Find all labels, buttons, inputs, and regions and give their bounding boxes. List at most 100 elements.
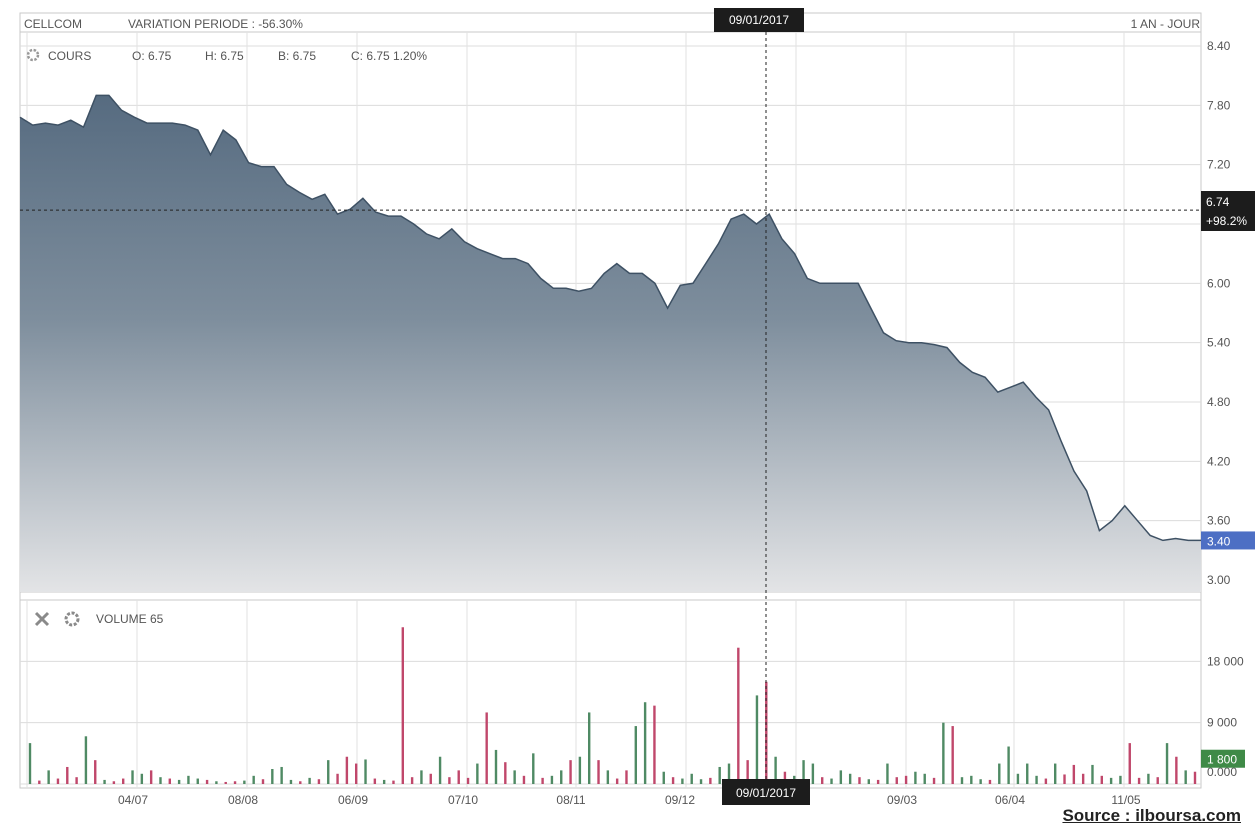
volume-bar xyxy=(615,778,619,784)
volume-bar xyxy=(886,763,889,784)
volume-bar xyxy=(289,779,293,784)
last-volume: 1 800 xyxy=(1207,753,1237,767)
volume-bar xyxy=(420,770,423,784)
volume-bar xyxy=(1081,773,1085,784)
volume-bar xyxy=(532,753,535,784)
volume-bar xyxy=(858,777,861,784)
price-line xyxy=(19,94,1201,542)
volume-bar xyxy=(364,759,367,784)
volume-bar xyxy=(317,779,321,784)
volume-bar xyxy=(904,775,908,784)
volume-bar xyxy=(299,781,302,784)
volume-bar xyxy=(718,766,721,784)
volume-label: VOLUME 65 xyxy=(96,612,164,626)
volume-bar xyxy=(94,760,97,784)
volume-bar xyxy=(494,749,498,784)
volume-bar xyxy=(457,770,460,784)
volume-bar xyxy=(38,780,41,784)
volume-bar xyxy=(1091,764,1094,784)
volume-axis-labels: 18 000 9 000 0.000 xyxy=(1207,654,1244,779)
volume-bar xyxy=(1165,743,1169,784)
date-tick-label: 04/07 xyxy=(118,793,148,807)
gear-icon[interactable] xyxy=(26,48,40,62)
volume-bar xyxy=(1175,756,1178,784)
volume-bar xyxy=(103,779,106,784)
volume-bar xyxy=(355,763,358,784)
volume-bar xyxy=(187,775,190,784)
volume-bar xyxy=(271,769,274,784)
date-tick-label: 09/12 xyxy=(665,793,695,807)
volume-bar xyxy=(224,781,227,784)
volume-bar xyxy=(28,743,32,784)
volume-bar xyxy=(606,770,610,784)
volume-bar xyxy=(690,773,693,784)
volume-bar xyxy=(1156,777,1159,784)
legend-close: C: 6.75 1.20% xyxy=(351,49,427,63)
volume-bar xyxy=(634,726,637,784)
volume-bar xyxy=(112,781,116,784)
volume-bar xyxy=(485,712,488,784)
crosshair-date-top: 09/01/2017 xyxy=(729,13,789,27)
close-icon[interactable] xyxy=(34,611,50,627)
volume-bar xyxy=(662,771,665,784)
volume-bar xyxy=(168,778,171,784)
price-tick-label: 3.00 xyxy=(1207,573,1231,587)
volume-bar xyxy=(951,726,954,784)
volume-gear-icon[interactable] xyxy=(64,611,80,627)
volume-bar xyxy=(233,781,237,784)
last-price-badge xyxy=(1201,531,1255,550)
volume-bar xyxy=(1128,743,1131,784)
volume-bar xyxy=(1035,775,1038,784)
volume-bar xyxy=(830,778,833,784)
price-tick-label: 3.60 xyxy=(1207,514,1231,528)
volume-bar xyxy=(1072,764,1076,784)
crosshair-price: 6.74 xyxy=(1206,195,1230,209)
volume-bar xyxy=(56,778,60,784)
volume-bar xyxy=(709,777,712,784)
crosshair-date-badge-bottom xyxy=(722,779,810,805)
volume-bar xyxy=(765,681,768,784)
volume-bar xyxy=(382,779,386,784)
volume-bar xyxy=(755,695,759,784)
legend-open: O: 6.75 xyxy=(132,49,172,63)
volume-bar xyxy=(243,780,246,784)
volume-bar xyxy=(970,775,973,784)
volume-bar xyxy=(177,779,181,784)
volume-bar xyxy=(550,775,554,784)
volume-bar xyxy=(336,773,339,784)
volume-bar xyxy=(308,777,311,784)
volume-bar xyxy=(438,756,442,784)
date-axis-labels: 04/07 08/08 06/09 07/10 08/11 09/12 09/03 06/04… xyxy=(118,793,1141,807)
volume-bar xyxy=(1109,777,1113,784)
volume-bar xyxy=(504,762,507,784)
volume-bar xyxy=(410,777,414,784)
volume-bar xyxy=(1184,770,1187,784)
volume-bar xyxy=(429,773,432,784)
volume-bar xyxy=(1119,775,1122,784)
volume-bar xyxy=(1063,774,1066,784)
volume-bar xyxy=(401,627,404,784)
series-label: COURS xyxy=(48,49,91,63)
volume-bar xyxy=(1016,773,1020,784)
last-price: 3.40 xyxy=(1207,534,1231,548)
volume-bar xyxy=(597,760,600,784)
volume-bar xyxy=(131,770,134,784)
source-credit: Source : ilboursa.com xyxy=(1062,806,1241,825)
volume-bar xyxy=(802,760,805,784)
volume-panel xyxy=(19,599,1202,789)
date-tick-label: 09/03 xyxy=(887,793,917,807)
legend-high: H: 6.75 xyxy=(205,49,244,63)
crosshair-change: +98.2% xyxy=(1206,214,1247,228)
volume-bar xyxy=(783,771,787,784)
volume-bar xyxy=(1193,771,1197,784)
period-selector[interactable]: 1 AN - JOUR xyxy=(1131,17,1201,31)
volume-bar xyxy=(140,773,144,784)
volume-bar xyxy=(1137,777,1141,784)
volume-bar xyxy=(681,778,684,784)
volume-bar xyxy=(252,775,255,784)
volume-bar xyxy=(541,777,544,784)
crosshair-date-badge-top xyxy=(714,8,804,32)
volume-bar xyxy=(476,763,479,784)
